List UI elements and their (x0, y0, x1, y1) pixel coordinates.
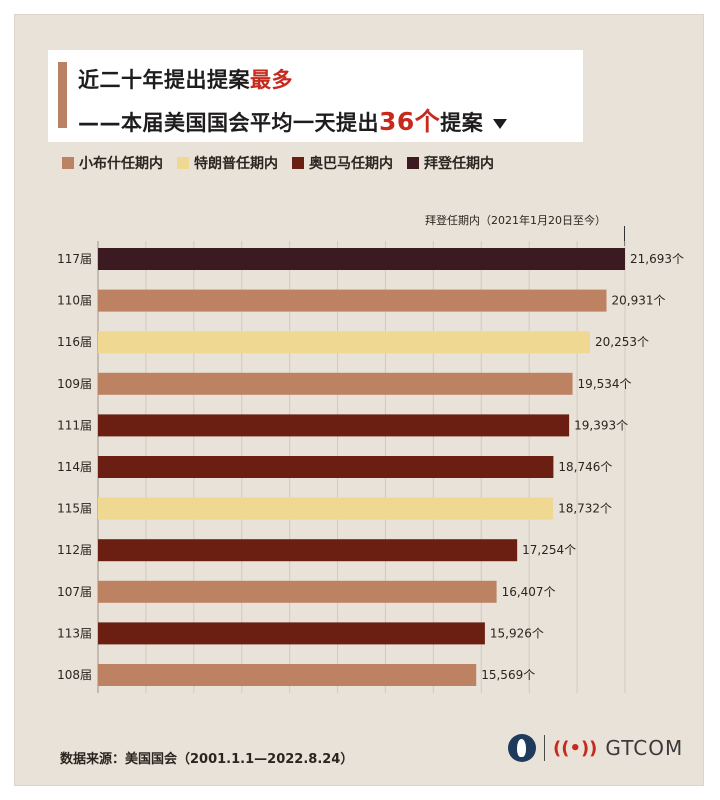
logo-divider (544, 735, 545, 761)
signal-wave-icon: ((•)) (553, 737, 598, 759)
legend-label-obama: 奥巴马任期内 (309, 156, 393, 172)
value-label: 17,254个 (522, 543, 576, 557)
legend-swatch-bush (62, 157, 74, 169)
legend-swatch-biden (407, 157, 419, 169)
legend-label-biden: 拜登任期内 (424, 156, 494, 172)
title-accent-bar (58, 62, 67, 128)
brand-logo-icon (508, 734, 536, 762)
bar-110届 (98, 289, 607, 312)
legend-swatch-trump (177, 157, 189, 169)
title-line-2-highlight: 36个 (379, 107, 441, 136)
legend-item-biden: 拜登任期内 (407, 153, 494, 173)
value-label: 19,534个 (578, 377, 632, 391)
category-label: 114届 (57, 460, 92, 474)
category-label: 116届 (57, 335, 92, 349)
category-label: 117届 (57, 252, 92, 266)
bar-112届 (98, 539, 518, 562)
legend-item-bush: 小布什任期内 (62, 153, 163, 173)
category-label: 108届 (57, 668, 92, 682)
bar-107届 (98, 580, 497, 603)
annotation-leader-line (624, 226, 625, 246)
bar-114届 (98, 456, 554, 478)
bar-108届 (98, 664, 477, 686)
category-label: 115届 (57, 502, 92, 516)
legend-item-obama: 奥巴马任期内 (292, 153, 393, 173)
value-label: 20,253个 (595, 335, 649, 349)
title-line-2-prefix: ——本届美国国会平均一天提出 (78, 111, 379, 135)
title-line-1-prefix: 近二十年提出提案 (78, 68, 250, 92)
category-label: 111届 (57, 418, 92, 432)
title-line-2: ——本届美国国会平均一天提出36个提案 (78, 102, 508, 138)
biden-term-annotation: 拜登任期内（2021年1月20日至今） (425, 214, 606, 227)
bar-116届 (98, 331, 591, 354)
value-label: 16,407个 (502, 585, 556, 599)
title-line-2-suffix: 提案 (440, 111, 484, 135)
data-source: 数据来源：美国国会（2001.1.1—2022.8.24） (60, 752, 354, 767)
value-label: 18,746个 (558, 460, 612, 474)
value-label: 15,569个 (481, 668, 535, 682)
legend-label-bush: 小布什任期内 (79, 156, 163, 172)
title-line-1-highlight: 最多 (250, 68, 293, 92)
category-label: 110届 (57, 294, 92, 308)
bar-115届 (98, 497, 554, 520)
down-triangle-icon (493, 119, 508, 129)
bar-109届 (98, 372, 573, 395)
legend-label-trump: 特朗普任期内 (194, 156, 278, 172)
category-label: 113届 (57, 626, 92, 640)
category-label: 112届 (57, 543, 92, 557)
legend-item-trump: 特朗普任期内 (177, 153, 278, 173)
bar-113届 (98, 622, 485, 645)
bar-111届 (98, 414, 570, 437)
category-label: 107届 (57, 585, 92, 599)
bar-117届 (98, 248, 625, 270)
legend-swatch-obama (292, 157, 304, 169)
value-label: 20,931个 (611, 294, 665, 308)
logo-area: ((•)) GTCOM (508, 733, 683, 763)
title-box: 近二十年提出提案最多 ——本届美国国会平均一天提出36个提案 (48, 50, 583, 142)
chart-legend: 小布什任期内 特朗普任期内 奥巴马任期内 拜登任期内 (62, 153, 494, 173)
value-label: 15,926个 (490, 626, 544, 640)
value-label: 19,393个 (574, 418, 628, 432)
paper-background (14, 14, 704, 786)
title-line-1: 近二十年提出提案最多 (78, 64, 293, 94)
value-label: 18,732个 (558, 502, 612, 516)
brand-name: GTCOM (605, 736, 684, 760)
value-label: 21,693个 (630, 252, 684, 266)
category-label: 109届 (57, 377, 92, 391)
